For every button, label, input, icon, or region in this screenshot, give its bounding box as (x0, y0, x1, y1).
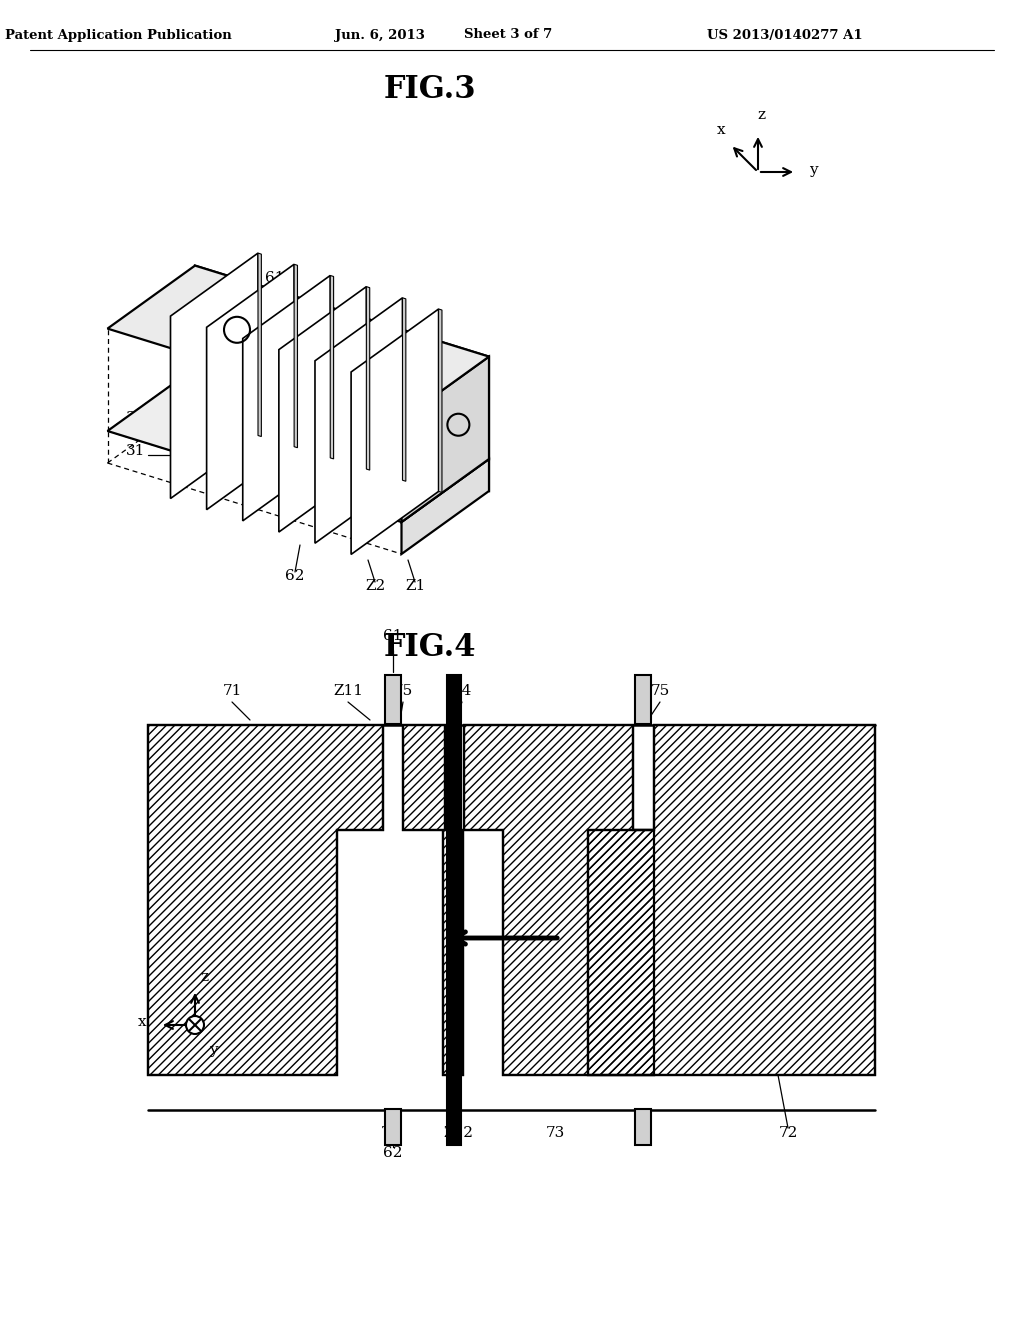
Polygon shape (464, 725, 654, 1074)
Polygon shape (330, 276, 334, 459)
Polygon shape (243, 276, 330, 521)
Bar (447, 675, 461, 1144)
Text: z: z (200, 970, 208, 983)
Polygon shape (351, 309, 438, 554)
Polygon shape (401, 459, 489, 554)
Circle shape (186, 1016, 204, 1034)
Text: Jun. 6, 2013: Jun. 6, 2013 (335, 29, 425, 41)
Text: Z2: Z2 (365, 579, 385, 593)
Polygon shape (195, 265, 489, 459)
Text: 75: 75 (650, 684, 670, 698)
Text: 73: 73 (380, 1126, 399, 1140)
Text: 61: 61 (383, 630, 402, 643)
Polygon shape (403, 725, 463, 1074)
Bar (635, 675, 651, 723)
Polygon shape (279, 286, 367, 532)
Text: Sheet 3 of 7: Sheet 3 of 7 (464, 29, 552, 41)
Text: 72: 72 (778, 1126, 798, 1140)
Text: FIG.3: FIG.3 (384, 74, 476, 106)
Text: x: x (717, 123, 725, 137)
Text: Patent Application Publication: Patent Application Publication (5, 29, 231, 41)
Bar (385, 1109, 401, 1144)
Text: 75: 75 (393, 684, 413, 698)
Bar (635, 1109, 651, 1144)
Polygon shape (402, 298, 406, 482)
Polygon shape (438, 309, 442, 492)
Text: Z1: Z1 (404, 579, 425, 593)
Text: 73: 73 (546, 1126, 564, 1140)
Polygon shape (108, 368, 489, 521)
Polygon shape (171, 253, 258, 499)
Polygon shape (401, 356, 489, 521)
Text: 31: 31 (126, 444, 145, 458)
Text: x: x (137, 1015, 146, 1030)
Text: y: y (809, 162, 817, 177)
Bar (385, 675, 401, 723)
Polygon shape (367, 286, 370, 470)
Text: 61: 61 (265, 271, 285, 285)
Text: 74: 74 (453, 684, 472, 698)
Text: 62: 62 (383, 1146, 402, 1160)
Polygon shape (108, 265, 489, 420)
Text: 71: 71 (222, 684, 242, 698)
Text: 32: 32 (126, 411, 145, 425)
Text: Z11: Z11 (333, 684, 362, 698)
Polygon shape (315, 298, 402, 544)
Polygon shape (258, 253, 261, 437)
Text: FIG.4: FIG.4 (384, 632, 476, 664)
Text: US 2013/0140277 A1: US 2013/0140277 A1 (708, 29, 863, 41)
Polygon shape (588, 725, 874, 1074)
Text: Z12: Z12 (443, 1126, 473, 1140)
Polygon shape (207, 264, 294, 510)
Polygon shape (148, 725, 383, 1074)
Text: 62: 62 (286, 569, 305, 583)
Polygon shape (294, 264, 298, 447)
Text: y: y (209, 1043, 218, 1057)
Text: z: z (757, 108, 765, 121)
Polygon shape (195, 368, 489, 491)
